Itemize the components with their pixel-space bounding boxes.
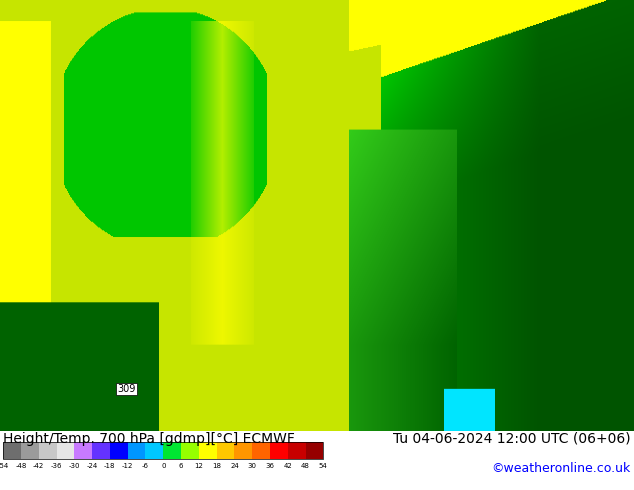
Text: -54: -54 — [0, 463, 9, 469]
Bar — [92, 442, 110, 460]
Bar — [3, 442, 323, 460]
Text: 6: 6 — [179, 463, 183, 469]
Text: -24: -24 — [86, 463, 98, 469]
Bar — [252, 442, 270, 460]
Bar — [3, 442, 21, 460]
Text: -36: -36 — [51, 463, 62, 469]
Text: 12: 12 — [195, 463, 204, 469]
Bar — [288, 442, 306, 460]
Bar — [56, 442, 74, 460]
Bar — [74, 442, 92, 460]
Bar — [110, 442, 127, 460]
Text: Height/Temp. 700 hPa [gdmp][°C] ECMWF: Height/Temp. 700 hPa [gdmp][°C] ECMWF — [3, 432, 295, 446]
Text: -6: -6 — [142, 463, 149, 469]
Text: -48: -48 — [15, 463, 27, 469]
Bar — [145, 442, 164, 460]
Text: 309: 309 — [117, 384, 136, 394]
Bar — [164, 442, 181, 460]
Text: -12: -12 — [122, 463, 133, 469]
Text: ©weatheronline.co.uk: ©weatheronline.co.uk — [491, 462, 631, 475]
Text: -42: -42 — [33, 463, 44, 469]
Bar — [39, 442, 56, 460]
Text: -18: -18 — [104, 463, 115, 469]
Bar — [217, 442, 235, 460]
Text: 48: 48 — [301, 463, 310, 469]
Text: 30: 30 — [248, 463, 257, 469]
Text: Tu 04-06-2024 12:00 UTC (06+06): Tu 04-06-2024 12:00 UTC (06+06) — [393, 432, 631, 446]
Bar — [127, 442, 145, 460]
Text: 42: 42 — [283, 463, 292, 469]
Text: 36: 36 — [266, 463, 275, 469]
Bar — [306, 442, 323, 460]
Text: 0: 0 — [161, 463, 165, 469]
Bar — [181, 442, 199, 460]
Bar — [270, 442, 288, 460]
Text: 24: 24 — [230, 463, 239, 469]
Text: 54: 54 — [319, 463, 328, 469]
Bar — [235, 442, 252, 460]
Text: -30: -30 — [68, 463, 80, 469]
Bar — [21, 442, 39, 460]
Bar — [199, 442, 217, 460]
Text: 18: 18 — [212, 463, 221, 469]
